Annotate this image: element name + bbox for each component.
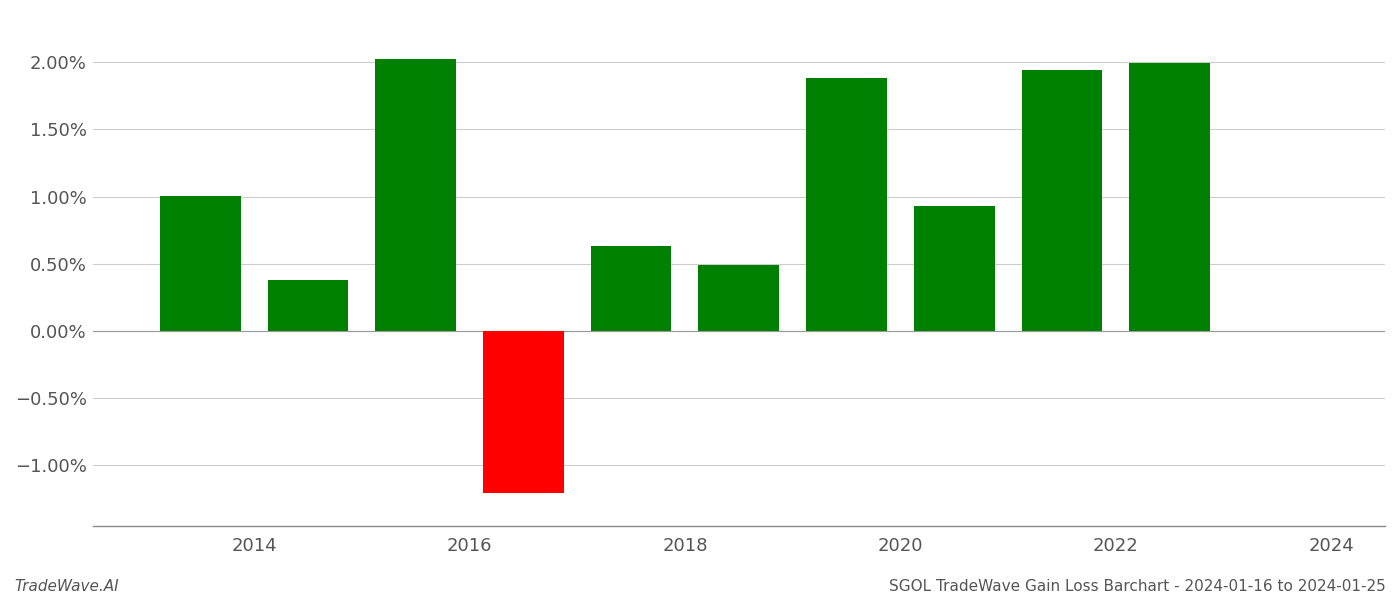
Text: SGOL TradeWave Gain Loss Barchart - 2024-01-16 to 2024-01-25: SGOL TradeWave Gain Loss Barchart - 2024…: [889, 579, 1386, 594]
Bar: [160, 196, 241, 331]
Bar: [806, 78, 886, 331]
Bar: [914, 206, 994, 331]
Bar: [375, 59, 456, 331]
Bar: [483, 331, 564, 493]
Bar: [591, 246, 672, 331]
Bar: [1022, 70, 1102, 331]
Bar: [699, 265, 780, 331]
Text: TradeWave.AI: TradeWave.AI: [14, 579, 119, 594]
Bar: [267, 280, 349, 331]
Bar: [1130, 63, 1210, 331]
